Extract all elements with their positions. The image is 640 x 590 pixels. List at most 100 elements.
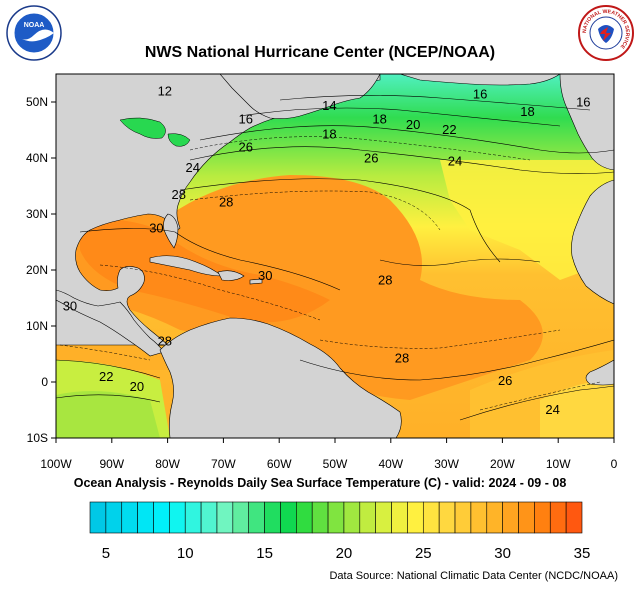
contour-label: 16 xyxy=(238,111,252,126)
colorbar-tick-label: 5 xyxy=(102,545,110,562)
great-lakes xyxy=(119,117,191,147)
lon-label: 30W xyxy=(434,457,459,471)
colorbar-swatch xyxy=(375,501,392,534)
colorbar-swatch xyxy=(153,501,170,534)
contour-label: 24 xyxy=(545,402,559,417)
lon-label: 20W xyxy=(490,457,515,471)
colorbar-swatch xyxy=(502,501,519,534)
colorbar-swatch xyxy=(121,501,138,534)
land-central-america xyxy=(56,289,165,357)
contour-label: 14 xyxy=(322,98,336,113)
contour-label: 18 xyxy=(372,111,386,126)
lon-label: 80W xyxy=(155,457,180,471)
lat-label: 50N xyxy=(26,95,48,109)
contour-labels: 12 14 16 16 16 18 18 18 20 22 26 26 24 24 28 28 30 30 28 30… xyxy=(63,83,591,417)
contour-label: 30 xyxy=(258,268,272,283)
lon-label: 60W xyxy=(267,457,292,471)
lon-label: 40W xyxy=(378,457,403,471)
map-subtitle: Ocean Analysis - Reynolds Daily Sea Surf… xyxy=(73,476,567,490)
colorbar-swatch xyxy=(216,501,234,534)
colorbar-swatch xyxy=(264,501,281,534)
colorbar-tick-label: 15 xyxy=(256,545,273,562)
land-north-america xyxy=(56,74,381,346)
land-labrador xyxy=(219,74,381,119)
colorbar-swatch xyxy=(280,501,297,534)
east-atlantic-cool xyxy=(440,160,614,280)
land-hispaniola xyxy=(217,270,245,281)
lon-ticks: 100W 90W 80W 70W 60W 50W 40W 30W 20W 10W 0 xyxy=(40,438,618,471)
contour-label: 24 xyxy=(448,153,462,168)
colorbar-tick-label: 35 xyxy=(574,545,591,562)
colorbar-swatch xyxy=(438,501,456,534)
data-source: Data Source: National Climatic Data Cent… xyxy=(329,570,618,582)
colorbar-swatch xyxy=(200,501,218,534)
colorbar-swatch xyxy=(565,501,583,534)
lat-label: 20N xyxy=(26,263,48,277)
lon-label: 100W xyxy=(40,457,72,471)
lat-label: 30N xyxy=(26,207,48,221)
colorbar-swatch xyxy=(296,501,313,534)
contour-label: 20 xyxy=(130,379,144,394)
colorbar-swatch xyxy=(518,501,535,534)
contour-label: 18 xyxy=(322,126,336,141)
colorbar-swatch xyxy=(327,501,345,534)
colorbar-swatch xyxy=(184,501,202,534)
lon-label: 50W xyxy=(323,457,348,471)
colorbar-swatch xyxy=(534,501,551,534)
land-africa xyxy=(571,179,614,305)
colorbar-swatch xyxy=(359,501,376,534)
colorbar-tick-label: 30 xyxy=(494,545,511,562)
page-title: NWS National Hurricane Center (NCEP/NOAA… xyxy=(144,44,496,61)
land-puerto-rico xyxy=(249,278,263,285)
colorbar-swatch xyxy=(137,501,154,534)
contour-label: 18 xyxy=(520,104,534,119)
pacific-cold xyxy=(56,391,160,438)
contour-label: 26 xyxy=(498,373,512,388)
colorbar-swatch xyxy=(343,501,361,534)
colorbar-swatch xyxy=(486,501,503,534)
colorbar-swatches xyxy=(89,501,583,534)
contour-label: 24 xyxy=(185,160,199,175)
warm-pool xyxy=(70,175,543,400)
contour-label: 20 xyxy=(406,117,420,132)
lon-label: 70W xyxy=(211,457,236,471)
colorbar-swatch xyxy=(470,501,488,534)
contour-label: 16 xyxy=(473,87,487,102)
contour-label: 22 xyxy=(99,369,113,384)
contour-dashed xyxy=(59,136,601,411)
colorbar-swatch xyxy=(169,501,186,534)
colorbar-swatch xyxy=(422,501,440,534)
colorbar-swatch xyxy=(105,501,123,534)
contour-label: 26 xyxy=(238,139,252,154)
land-africa-south xyxy=(585,359,614,386)
contour-label: 28 xyxy=(378,273,392,288)
lon-label: 90W xyxy=(99,457,124,471)
colorbar: 5 10 15 20 25 30 35 xyxy=(89,501,591,562)
southeast-cooler xyxy=(540,380,614,438)
colorbar-swatch xyxy=(248,501,265,534)
noaa-logo: NOAA xyxy=(6,5,62,61)
lat-label: 10S xyxy=(27,431,48,445)
contour-lines xyxy=(56,95,614,421)
contour-label: 26 xyxy=(364,150,378,165)
lat-ticks: 50N 40N 30N 20N 10N 0 10S xyxy=(26,95,56,445)
contour-label: 22 xyxy=(442,122,456,137)
contour-label: 28 xyxy=(395,350,409,365)
colorbar-ticks: 5 10 15 20 25 30 35 xyxy=(102,545,591,562)
lat-label: 0 xyxy=(41,375,48,389)
colorbar-swatch xyxy=(89,501,107,534)
lon-label: 0 xyxy=(611,457,618,471)
colorbar-tick-label: 10 xyxy=(177,545,194,562)
lat-label: 10N xyxy=(26,319,48,333)
colorbar-tick-label: 25 xyxy=(415,545,432,562)
lon-label: 10W xyxy=(546,457,571,471)
nws-logo: NATIONAL WEATHER SERVICE xyxy=(578,5,634,61)
contour-label: 12 xyxy=(158,83,172,98)
colorbar-tick-label: 20 xyxy=(336,545,353,562)
land-south-america xyxy=(159,317,402,438)
land-europe xyxy=(559,74,614,171)
contour-label: 28 xyxy=(219,195,233,210)
colorbar-swatch xyxy=(311,501,329,534)
